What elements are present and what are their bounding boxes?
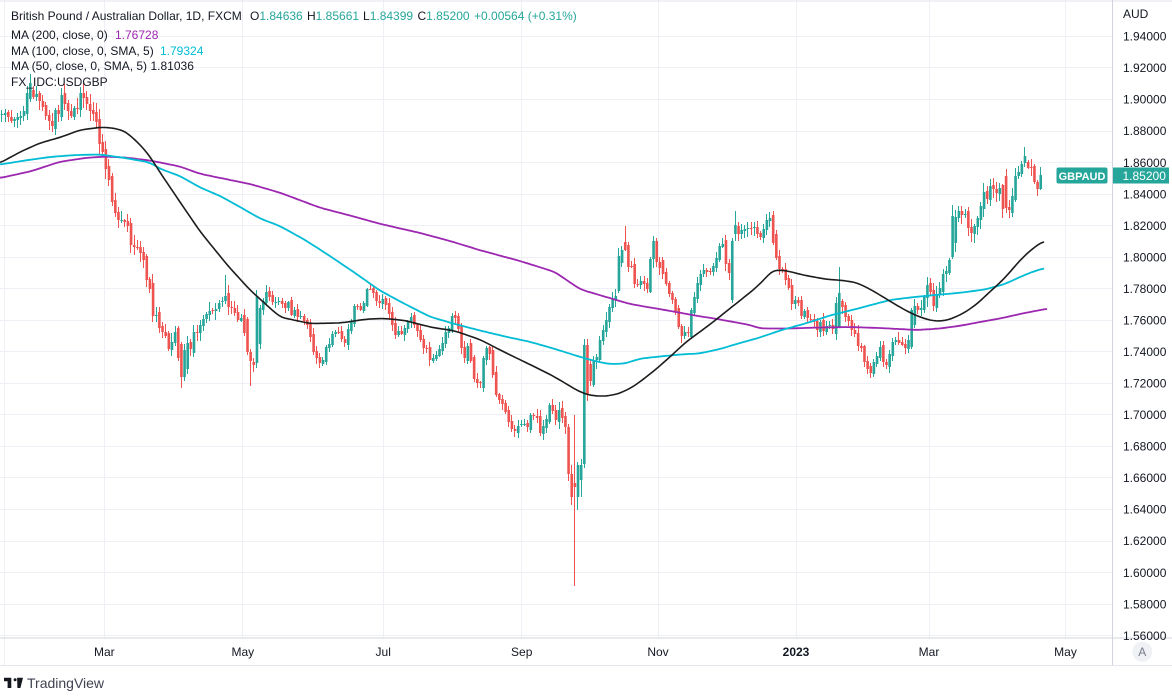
svg-text:1.80000: 1.80000 xyxy=(1123,250,1167,264)
svg-text:Sep: Sep xyxy=(511,645,533,659)
svg-text:Jul: Jul xyxy=(376,645,391,659)
svg-text:FX_IDC:USDGBP: FX_IDC:USDGBP xyxy=(11,75,108,89)
svg-text:A: A xyxy=(1138,645,1146,659)
svg-text:GBPAUD: GBPAUD xyxy=(1059,171,1106,183)
svg-text:1.66000: 1.66000 xyxy=(1123,471,1167,485)
svg-text:TradingView: TradingView xyxy=(27,675,105,691)
svg-text:1.86000: 1.86000 xyxy=(1123,156,1167,170)
svg-text:AUD: AUD xyxy=(1123,7,1149,21)
svg-text:MA (100, close, 0, SMA, 5): MA (100, close, 0, SMA, 5) xyxy=(11,44,154,58)
svg-text:1.58000: 1.58000 xyxy=(1123,597,1167,611)
svg-text:1.74000: 1.74000 xyxy=(1123,345,1167,359)
svg-text:MA (50, close, 0, SMA, 5): MA (50, close, 0, SMA, 5) xyxy=(11,59,147,73)
svg-text:1.84000: 1.84000 xyxy=(1123,187,1167,201)
svg-text:May: May xyxy=(231,645,254,659)
svg-text:Mar: Mar xyxy=(94,645,115,659)
svg-text:MA (200, close, 0): MA (200, close, 0) xyxy=(11,28,108,42)
svg-text:1.82000: 1.82000 xyxy=(1123,219,1167,233)
svg-text:1.64000: 1.64000 xyxy=(1123,503,1167,517)
svg-text:1.76000: 1.76000 xyxy=(1123,314,1167,328)
svg-text:1.79324: 1.79324 xyxy=(160,44,204,58)
svg-text:1.94000: 1.94000 xyxy=(1123,30,1167,44)
svg-text:1.62000: 1.62000 xyxy=(1123,534,1167,548)
svg-text:1.88000: 1.88000 xyxy=(1123,124,1167,138)
svg-text:Nov: Nov xyxy=(647,645,668,659)
svg-text:2023: 2023 xyxy=(783,645,810,659)
svg-text:1.70000: 1.70000 xyxy=(1123,408,1167,422)
svg-text:1.92000: 1.92000 xyxy=(1123,61,1167,75)
svg-text:May: May xyxy=(1054,645,1077,659)
svg-text:1.76728: 1.76728 xyxy=(115,28,159,42)
svg-text:1.78000: 1.78000 xyxy=(1123,282,1167,296)
svg-text:1.56000: 1.56000 xyxy=(1123,629,1167,643)
svg-text:1.72000: 1.72000 xyxy=(1123,377,1167,391)
svg-text:1.68000: 1.68000 xyxy=(1123,440,1167,454)
svg-text:Mar: Mar xyxy=(919,645,940,659)
svg-text:1.90000: 1.90000 xyxy=(1123,93,1167,107)
svg-text:1.60000: 1.60000 xyxy=(1123,566,1167,580)
svg-text:1.81036: 1.81036 xyxy=(151,59,195,73)
svg-text:1.85200: 1.85200 xyxy=(1123,169,1167,183)
svg-text:British Pound / Australian Dol: British Pound / Australian Dollar, 1D, F… xyxy=(11,9,242,23)
